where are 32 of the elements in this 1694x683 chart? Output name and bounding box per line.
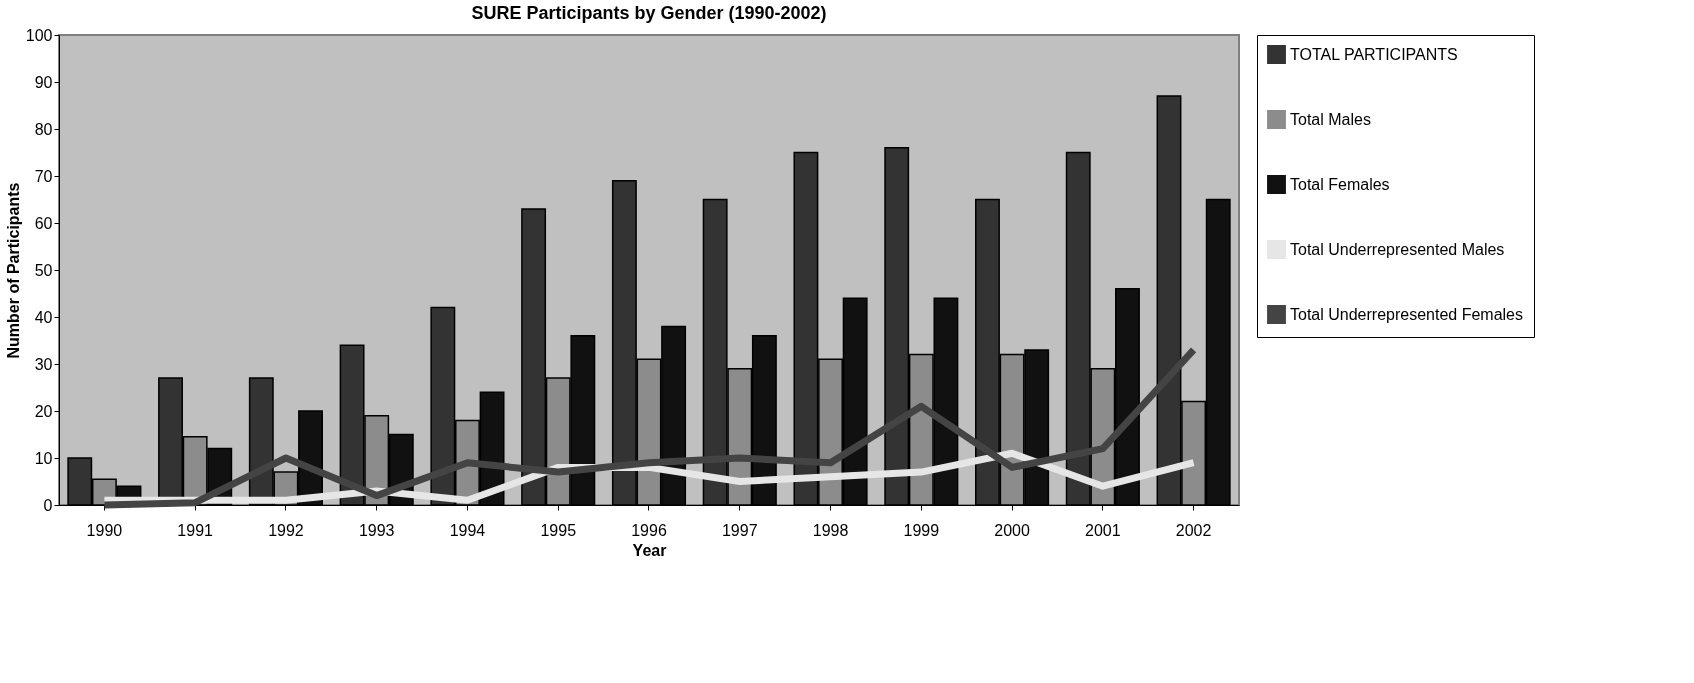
x-tick-label: 1991	[177, 521, 214, 539]
x-tick-label: 2002	[1175, 521, 1212, 539]
y-tick-label: 50	[34, 261, 53, 279]
x-tick-label: 2001	[1085, 521, 1121, 539]
legend-label: Total Females	[1290, 175, 1390, 193]
legend-label: Total Males	[1290, 110, 1371, 128]
y-tick-label: 30	[34, 355, 53, 373]
x-tick-label: 1992	[268, 521, 304, 539]
x-tick-label: 1996	[631, 521, 667, 539]
chart-title: SURE Participants by Gender (1990-2002)	[471, 3, 827, 23]
x-tick-label: 1998	[812, 521, 849, 539]
y-tick-label: 10	[34, 449, 53, 467]
y-axis-title: Number of Participants	[4, 182, 22, 359]
x-axis-title: Year	[632, 541, 667, 559]
y-tick-label: 90	[34, 73, 53, 91]
legend-label: Total Underrepresented Females	[1290, 305, 1524, 323]
y-tick-label: 60	[34, 214, 53, 232]
x-tick-label: 1997	[721, 521, 758, 539]
x-tick-label: 1995	[540, 521, 577, 539]
y-tick-label: 70	[34, 167, 53, 185]
x-tick-label: 1994	[449, 521, 486, 539]
y-tick-label: 40	[34, 308, 53, 326]
x-tick-label: 2000	[994, 521, 1030, 539]
legend-label: Total Underrepresented Males	[1290, 240, 1505, 258]
y-tick-label: 100	[25, 26, 53, 44]
y-tick-label: 20	[34, 402, 53, 420]
x-tick-label: 1993	[358, 521, 395, 539]
x-tick-label: 1999	[903, 521, 940, 539]
legend-label: TOTAL PARTICIPANTS	[1290, 45, 1458, 63]
y-tick-label: 0	[43, 496, 53, 514]
x-tick-label: 1990	[86, 521, 123, 539]
y-tick-label: 80	[34, 120, 53, 138]
